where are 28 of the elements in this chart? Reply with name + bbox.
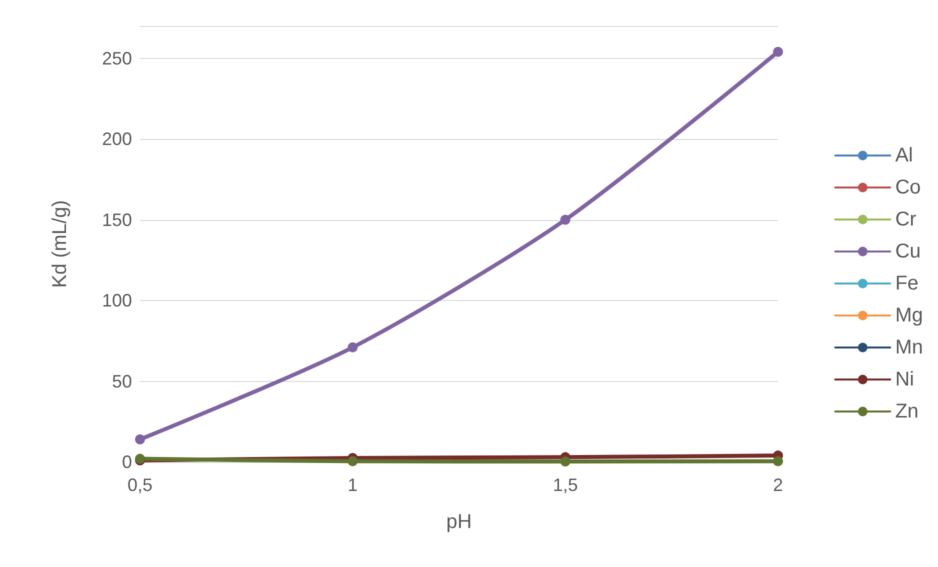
legend-label: Al: [895, 144, 914, 166]
y-tick-label: 100: [102, 290, 132, 311]
y-tick-label: 200: [102, 129, 132, 150]
legend-label: Ni: [895, 368, 914, 390]
y-tick-label: 50: [112, 371, 132, 392]
x-tick-label: 1: [348, 475, 358, 495]
x-tick-label: 2: [772, 475, 784, 495]
point: [560, 214, 570, 225]
x-tick-label: 1,5: [552, 475, 578, 495]
y-tick-label: 250: [102, 48, 132, 68]
legend-label: Fe: [895, 272, 919, 294]
point: [348, 342, 358, 352]
point: [135, 434, 145, 444]
y-axis-title: Kd (mL/g): [49, 200, 71, 288]
legend-label: Mn: [895, 336, 924, 358]
y-tick-label: 0: [122, 452, 132, 472]
x-tick-label: 0,5: [127, 475, 153, 495]
legend-label: Cr: [895, 208, 917, 230]
y-tick-label: 150: [102, 210, 132, 230]
legend-label: Zn: [895, 400, 919, 422]
point: [773, 46, 783, 57]
legend-label: Mg: [895, 304, 924, 326]
legend-label: Cu: [895, 240, 921, 262]
point: [348, 456, 358, 466]
point: [560, 456, 570, 467]
legend-label: Co: [895, 176, 921, 198]
point: [773, 456, 783, 466]
x-axis-title: pH: [446, 511, 472, 533]
